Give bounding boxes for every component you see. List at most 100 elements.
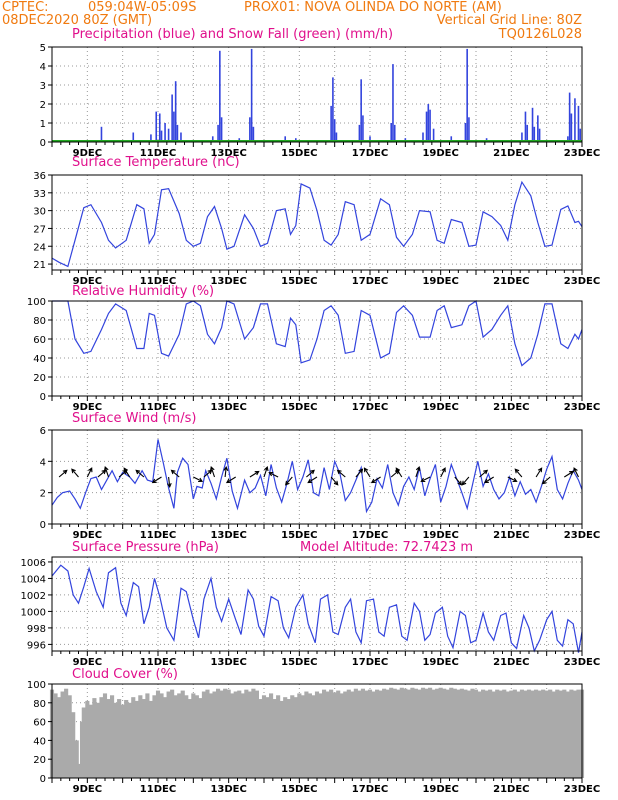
cloud-bar	[265, 697, 270, 778]
cloud-bar	[449, 687, 454, 778]
cloud-bar	[473, 689, 479, 778]
cloud-bar	[152, 695, 157, 778]
humidity-xtick-label: 17DEC	[352, 402, 388, 413]
pressure-xtick-label: 11DEC	[140, 657, 176, 668]
wind-arrow	[355, 468, 364, 478]
cloud-bar	[134, 700, 139, 778]
precip-bar	[422, 132, 424, 142]
header-coords: 059:04W-05:09S	[88, 0, 196, 15]
cloud-bar	[53, 693, 58, 778]
cloud-bar	[57, 697, 62, 778]
pressure-xtick-label: 23DEC	[564, 657, 600, 668]
header-model: TQ0126L028	[498, 27, 582, 42]
cloud-bar	[481, 689, 486, 778]
temperature-ytick-label: 36	[33, 171, 46, 182]
cloud-bar	[314, 691, 320, 778]
cloud-bar	[537, 690, 542, 778]
cloud-bar	[329, 689, 334, 778]
wind-arrow	[284, 476, 293, 486]
wind-xtick-label: 23DEC	[564, 530, 600, 541]
temperature-xtick-label: 13DEC	[210, 276, 246, 287]
wind-arrow	[135, 469, 145, 478]
wind-arrow	[263, 466, 269, 478]
cloud-bar	[110, 695, 115, 778]
cloud-bar	[92, 698, 97, 778]
cloud-bar	[258, 699, 263, 778]
cloud-ytick-label: 40	[33, 736, 46, 747]
precip-bar	[531, 107, 534, 142]
cloud-bar	[569, 689, 574, 778]
humidity-frame	[51, 300, 583, 397]
precip-bar	[176, 124, 179, 142]
wind-arrow	[151, 476, 162, 484]
precip-ytick-label: 3	[40, 81, 46, 92]
temperature-xtick-label: 17DEC	[352, 276, 388, 287]
precip-bar	[171, 94, 173, 142]
cloud-bar	[353, 688, 358, 778]
cloud-bar	[261, 695, 267, 778]
wind-arrow	[395, 467, 403, 478]
cloud-bar	[279, 700, 284, 778]
precip-bar	[362, 115, 364, 142]
cloud-bar	[254, 690, 259, 778]
wind-xtick-label: 15DEC	[281, 530, 317, 541]
wind-arrow	[535, 467, 543, 478]
cloud-bar	[428, 687, 433, 778]
temperature-line	[51, 180, 583, 268]
wind-arrow	[86, 467, 93, 478]
cloud-panel: 0 20 40 60 80 100 9DEC 11DEC 13DEC 15DEC 17DEC 19DE…	[27, 680, 600, 795]
wind-arrow	[306, 469, 315, 478]
cloud-bar	[95, 702, 100, 778]
pressure-xtick-label: 15DEC	[281, 657, 317, 668]
pressure-xtick-label: 17DEC	[352, 657, 388, 668]
precip-bar	[360, 79, 362, 142]
cloud-bar	[124, 699, 129, 778]
cloud-bar	[360, 688, 365, 778]
cloud-bar	[541, 689, 546, 778]
cloud-bar	[332, 692, 337, 778]
temperature-xtick-label: 21DEC	[493, 276, 529, 287]
cloud-bar	[120, 704, 125, 778]
precip-xtick-label: 15DEC	[281, 148, 317, 159]
cloud-bar	[297, 693, 302, 778]
cloud-bar	[498, 690, 503, 778]
cloud-bar	[396, 689, 401, 778]
model-altitude: Model Altitude: 72.7423 m	[300, 540, 473, 555]
cloud-bar	[544, 690, 549, 778]
cloud-bar	[304, 691, 309, 778]
cloud-bar	[558, 690, 563, 778]
cloud-bar	[516, 691, 521, 778]
cloud-bar	[205, 689, 210, 778]
humidity-xtick-label: 23DEC	[564, 402, 600, 413]
pressure-ytick-label: 1004	[21, 574, 46, 585]
wind-arrow	[209, 466, 216, 478]
humidity-ytick-label: 40	[33, 354, 46, 365]
temperature-ytick-label: 27	[33, 224, 46, 235]
precip-xtick-label: 13DEC	[210, 148, 246, 159]
cloud-bar	[385, 689, 390, 778]
wind-arrow	[483, 476, 494, 484]
pressure-ytick-label: 1002	[21, 591, 46, 602]
humidity-title: Relative Humidity (%)	[72, 284, 214, 299]
wind-arrow	[193, 476, 204, 483]
cloud-bar	[145, 693, 150, 778]
cloud-bar	[194, 695, 199, 778]
wind-arrow	[330, 476, 339, 486]
cloud-bar	[290, 695, 295, 778]
cloud-bar	[159, 693, 164, 778]
cloud-bar	[555, 689, 560, 778]
wind-title: Surface Wind (m/s)	[72, 411, 196, 426]
cloud-bar	[233, 691, 238, 778]
wind-arrow	[363, 467, 371, 478]
precip-bar	[392, 64, 394, 142]
precip-bar	[567, 136, 569, 142]
precip-xtick-label: 17DEC	[352, 148, 388, 159]
precip-xtick-label: 19DEC	[422, 148, 458, 159]
cloud-ytick-label: 100	[27, 680, 46, 691]
cloud-bar	[459, 688, 464, 778]
precip-bar	[160, 130, 163, 142]
cloud-bar	[357, 690, 362, 778]
wind-arrow	[225, 476, 236, 484]
cloud-bar	[548, 689, 553, 778]
pressure-xtick-label: 13DEC	[210, 657, 246, 668]
